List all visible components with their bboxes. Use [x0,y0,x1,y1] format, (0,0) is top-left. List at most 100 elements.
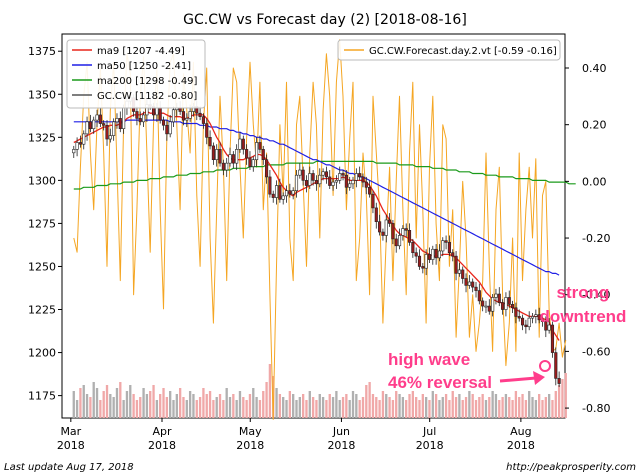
candle-body [454,255,458,274]
candle [444,235,448,250]
candle-body [511,304,515,309]
right-tick-label: 0.40 [582,62,607,75]
volume-bar [152,385,155,418]
volume-bar [338,400,341,418]
candle-body [311,173,315,181]
candle [75,137,79,157]
volume-bar [305,400,308,418]
volume-bar [521,394,524,418]
candle [547,318,551,334]
candle [291,187,295,200]
candle [108,128,112,143]
candle-body [464,278,468,286]
ma200-series [73,160,576,190]
candle-body [205,123,209,138]
candle [218,142,222,167]
volume-bar [378,400,381,418]
x-tick-month: Jun [332,425,350,438]
candle-body [451,252,455,257]
volume-bar [182,397,185,418]
candle-body [255,142,259,161]
legend-right-box [337,39,561,61]
volume-bar [139,397,142,418]
x-tick-month: May [239,425,262,438]
candle [491,294,495,317]
candle [537,307,541,324]
x-tick-year: 2018 [148,439,176,452]
candle [464,273,468,293]
volume-bar [315,400,318,418]
candle [231,151,235,169]
candle [211,142,215,165]
volume-bar [418,400,421,418]
candle [298,163,302,179]
volume-bar [92,382,95,418]
candle-body [108,135,112,140]
candle-body [434,248,438,259]
footer-updated: Last update Aug 17, 2018 [4,462,134,473]
candle-body [507,297,511,305]
legend-left: ma9 [1207 -4.49] ma50 [1250 -2.41] ma200… [66,39,206,109]
volume-bar [401,397,405,418]
candle-body [371,193,375,209]
candle [494,288,498,305]
candle [550,321,555,358]
candle-body [165,124,169,135]
x-tick-year: 2018 [327,439,355,452]
candle-body [520,317,525,326]
candle [414,247,418,264]
volume-bar [368,382,371,418]
candle-body [288,190,292,195]
candle [467,275,471,289]
candle-body [530,316,535,319]
candle-body [397,235,402,247]
candle-body [431,248,435,260]
candle-body [215,149,219,161]
volume-bar [188,391,192,418]
volume-bar [252,388,255,418]
volume-bar [498,400,501,418]
candle [461,266,465,284]
volume-bar [132,394,135,418]
volume-bar [448,400,451,418]
volume-bar [105,385,109,418]
candle-body [268,176,272,195]
volume-bar [361,397,365,418]
candle [165,120,169,141]
candle-body [394,238,398,247]
candle-body [225,162,229,171]
candle [530,312,535,324]
candle [361,173,365,188]
candle [368,180,372,198]
volume-bar [228,397,232,418]
volume-bar [79,388,82,418]
candle-body [178,107,182,112]
ma50-series [73,119,560,276]
volume-bar [198,397,202,418]
candle [431,245,435,265]
volume-bar [159,394,162,418]
candle-body [344,174,348,188]
candle [201,113,205,129]
candle [294,170,299,198]
left-axis: 1175 1200 1225 1250 1275 1300 1325 1350 1375 [28,45,62,403]
volume-bar [242,397,245,418]
candle [334,175,338,189]
volume-bar [557,385,561,418]
candle [82,130,86,150]
candle-body [497,293,501,303]
candle [265,154,269,184]
candle-body [185,118,189,121]
left-tick-label: 1350 [28,88,56,101]
candle [95,109,99,127]
candle-body [358,173,362,178]
volume-bar [95,388,99,418]
candle-body [354,173,358,181]
candle-body [138,118,142,123]
legend-label-ma50: ma50 [1250 -2.41] [97,61,191,72]
volume-bar [564,373,567,418]
candle [235,144,239,171]
volume-bar [258,400,262,418]
candle-body [115,118,119,123]
